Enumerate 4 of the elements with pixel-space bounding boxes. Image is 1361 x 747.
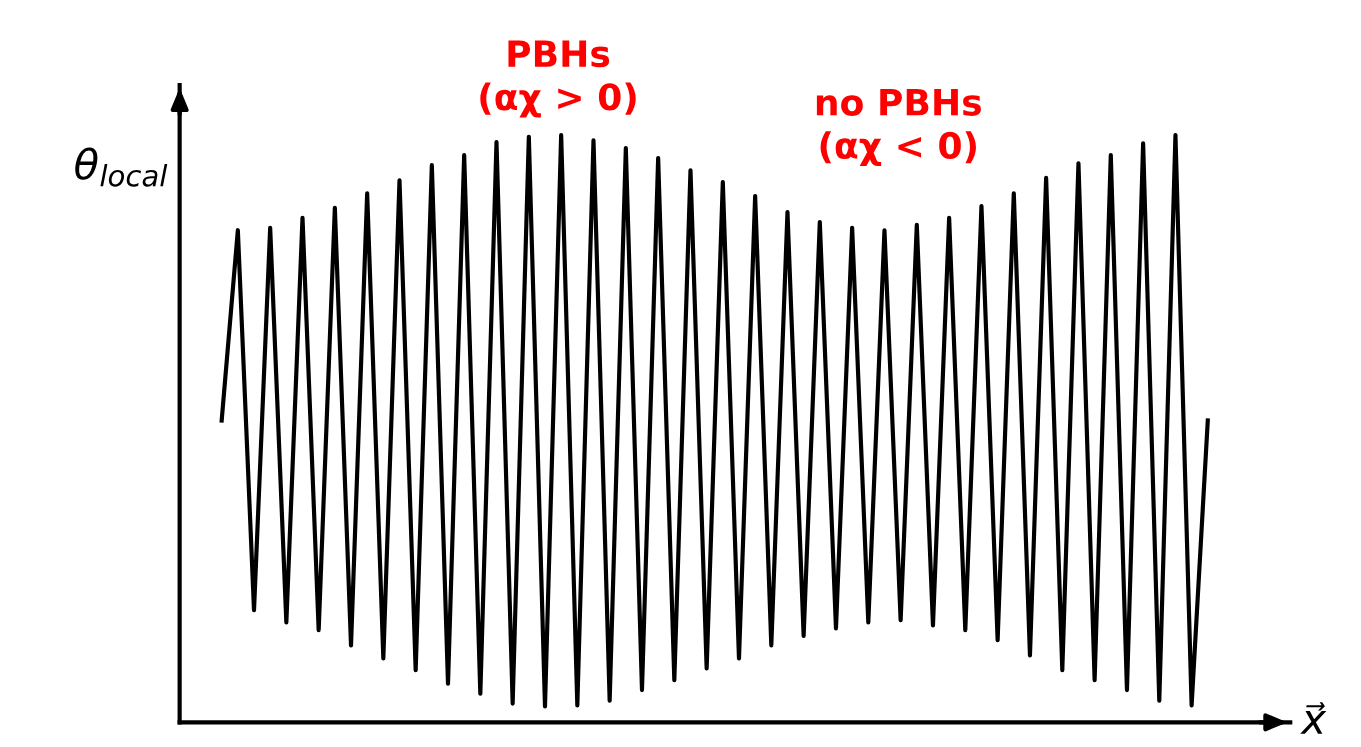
annotation: no PBHs (αχ < 0) [816, 89, 981, 167]
y-axis-title: θ$_{local}$ [75, 147, 168, 187]
text: PBHs (αχ > 0) [480, 40, 636, 118]
x-axis-title: x⃗ [1300, 702, 1327, 734]
